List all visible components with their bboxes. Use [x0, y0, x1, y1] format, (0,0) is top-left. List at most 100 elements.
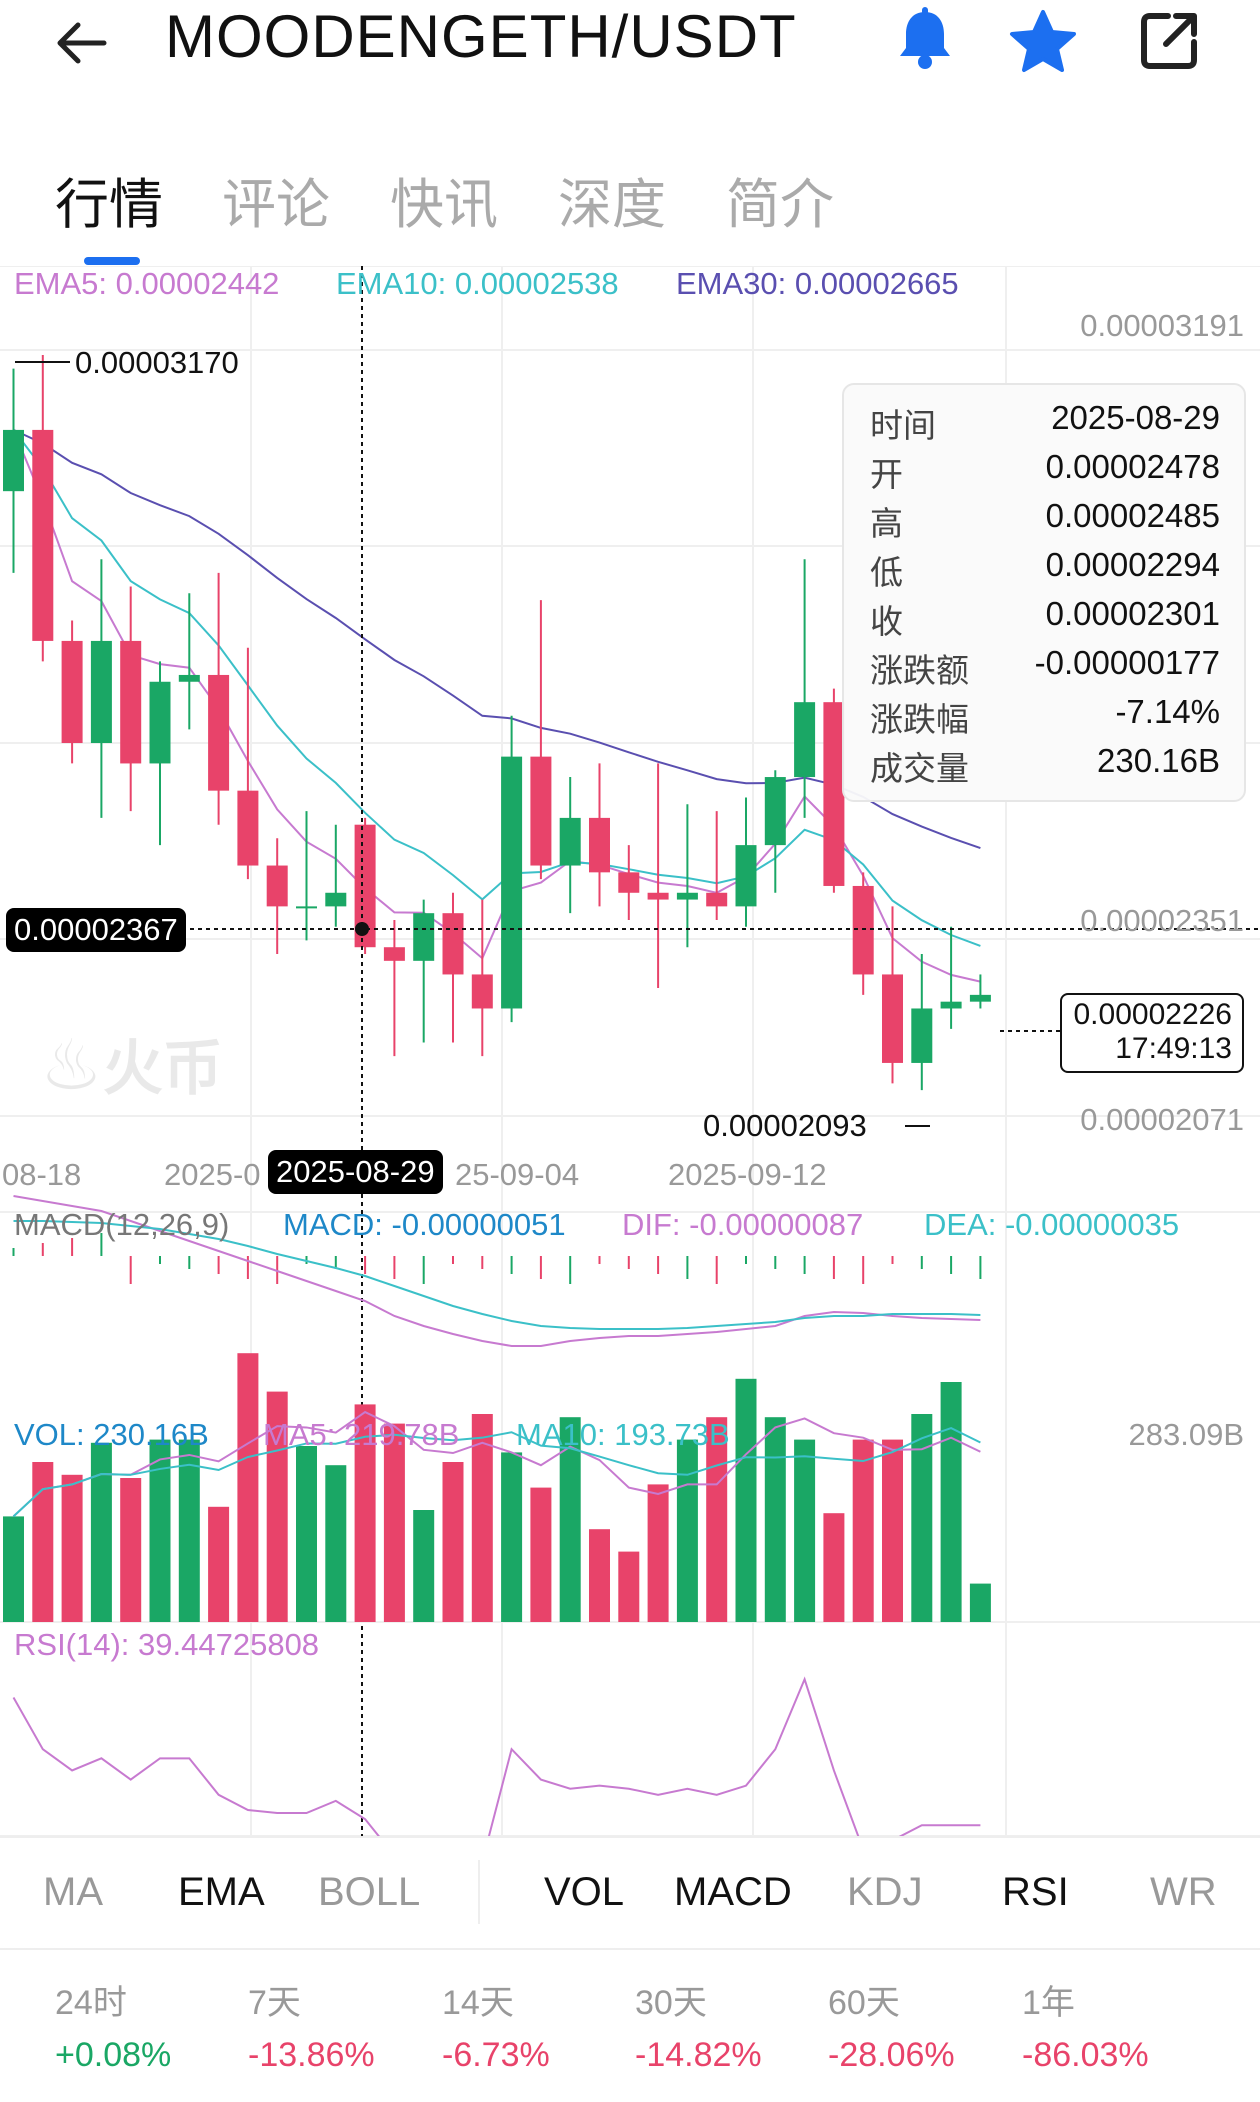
back-arrow-icon[interactable]	[52, 18, 112, 68]
indicator-wr[interactable]: WR	[1150, 1870, 1217, 1914]
volume-bar	[911, 1414, 933, 1622]
volume-bar	[325, 1465, 347, 1622]
ema10-legend: EMA10: 0.00002538	[336, 266, 619, 301]
candle-body	[852, 885, 874, 975]
candle-body	[882, 974, 903, 1063]
tab-comments[interactable]: 评论	[222, 173, 330, 236]
candle-body	[90, 640, 112, 744]
date-label: 25-09-04	[455, 1157, 580, 1192]
macd-legend-dea: DEA: -0.00000035	[924, 1207, 1180, 1242]
candle-body	[794, 702, 816, 778]
last-price-box[interactable]: 0.00002226 17:49:13	[1060, 993, 1244, 1073]
tooltip-row: 时间 2025-08-29	[870, 399, 1220, 444]
volume-bar	[764, 1417, 786, 1622]
low-price-label: 0.00002093	[703, 1108, 867, 1143]
cursor-date-tag: 2025-08-29	[268, 1150, 443, 1194]
date-label: 2025-09-12	[668, 1157, 827, 1192]
candle-body	[296, 906, 317, 909]
divider	[478, 1860, 480, 1924]
vol-ma5-legend: MA5: 219.78B	[263, 1417, 460, 1452]
period-changes: 24时 +0.08% 7天 -13.86% 14天 -6.73% 30天 -14.82%…	[0, 1975, 1260, 2102]
volume-bar	[3, 1516, 24, 1622]
ohlc-tooltip: 时间 2025-08-29 开 0.00002478 高 0.00002485 低 0.…	[842, 383, 1246, 802]
last-price-time: 17:49:13	[1115, 1032, 1232, 1065]
tooltip-row: 低 0.00002294	[870, 546, 1220, 591]
main-tabs: 行情 评论 快讯 深度 简介	[0, 160, 1260, 260]
volume-bar	[735, 1378, 757, 1622]
candle-body	[676, 892, 698, 900]
watermark-text: 火币	[102, 1034, 223, 1104]
change-30d: 30天 -14.82%	[635, 1984, 762, 2074]
candle-body	[764, 777, 786, 846]
tab-news[interactable]: 快讯	[390, 173, 498, 236]
tab-intro[interactable]: 简介	[726, 173, 834, 236]
change-24h: 24时 +0.08%	[55, 1984, 172, 2074]
candle-body	[237, 790, 259, 866]
candle-body	[823, 702, 845, 886]
tab-market[interactable]: 行情	[55, 173, 163, 236]
bell-icon[interactable]	[890, 4, 960, 74]
candle-body	[266, 865, 288, 907]
ema5-line	[12, 429, 981, 983]
indicator-kdj[interactable]: KDJ	[847, 1870, 923, 1914]
volume-bar	[208, 1506, 230, 1622]
candle-body	[120, 640, 142, 764]
tab-depth[interactable]: 深度	[558, 173, 666, 236]
macd-legend-name: MACD(12,26,9)	[14, 1207, 230, 1242]
indicator-rsi[interactable]: RSI	[1002, 1870, 1069, 1914]
volume-bar	[471, 1414, 493, 1622]
indicator-macd[interactable]: MACD	[674, 1870, 792, 1914]
volume-bar	[90, 1442, 112, 1622]
indicator-ema[interactable]: EMA	[178, 1870, 265, 1914]
volume-bar	[618, 1551, 640, 1622]
candle-body	[208, 674, 230, 791]
indicator-ma[interactable]: MA	[43, 1870, 103, 1914]
candle-body	[501, 756, 523, 1009]
volume-bar	[559, 1417, 581, 1622]
rsi-legend: RSI(14): 39.44725808	[14, 1627, 320, 1662]
price-axis-mid: 0.00002351	[1080, 903, 1244, 938]
date-label: 08-18	[2, 1157, 82, 1192]
candle-body	[32, 429, 54, 641]
flame-icon: ♨	[40, 1024, 103, 1106]
candle-body	[530, 756, 552, 866]
volume-bar	[383, 1423, 405, 1622]
indicator-vol[interactable]: VOL	[544, 1870, 625, 1914]
volume-bar	[823, 1513, 845, 1622]
last-price: 0.00002226	[1073, 998, 1233, 1031]
volume-bar	[296, 1446, 317, 1622]
volume-bar	[413, 1510, 435, 1622]
candle-body	[940, 1001, 962, 1009]
volume-bar	[706, 1417, 728, 1622]
vol-max-label: 283.09B	[1128, 1417, 1245, 1452]
candle-body	[61, 640, 83, 744]
change-1y: 1年 -86.03%	[1022, 1984, 1149, 2074]
ema30-line	[13, 428, 981, 850]
candle-body	[735, 845, 757, 907]
volume-bar	[794, 1439, 816, 1622]
tooltip-row: 开 0.00002478	[870, 448, 1220, 493]
candle-body	[647, 892, 669, 900]
volume-bar	[237, 1353, 259, 1622]
candle-body	[911, 1008, 933, 1063]
volume-bar	[940, 1382, 962, 1622]
candle-body	[442, 913, 464, 975]
volume-bar	[149, 1439, 171, 1622]
volume-bar	[442, 1462, 464, 1622]
price-axis-top: 0.00003191	[1080, 308, 1244, 343]
vol-ma10-legend: MA10: 193.73B	[516, 1417, 730, 1452]
candle-body	[471, 974, 493, 1009]
candle-body	[589, 817, 610, 873]
vol-ma5-line	[12, 1410, 981, 1518]
share-icon[interactable]	[1138, 8, 1202, 72]
dif-line	[13, 1195, 981, 1347]
indicator-boll[interactable]: BOLL	[318, 1870, 421, 1914]
cursor-price-tag: 0.00002367	[6, 908, 186, 952]
ema10-line	[12, 429, 981, 947]
vol-ma10-line	[12, 1426, 981, 1518]
pair-title: MOODENGETH/USDT	[165, 3, 797, 70]
kline-chart[interactable]	[0, 266, 1260, 1836]
star-icon[interactable]	[1008, 6, 1078, 76]
macd-legend-macd: MACD: -0.00000051	[283, 1207, 566, 1242]
volume-bar	[882, 1439, 903, 1622]
